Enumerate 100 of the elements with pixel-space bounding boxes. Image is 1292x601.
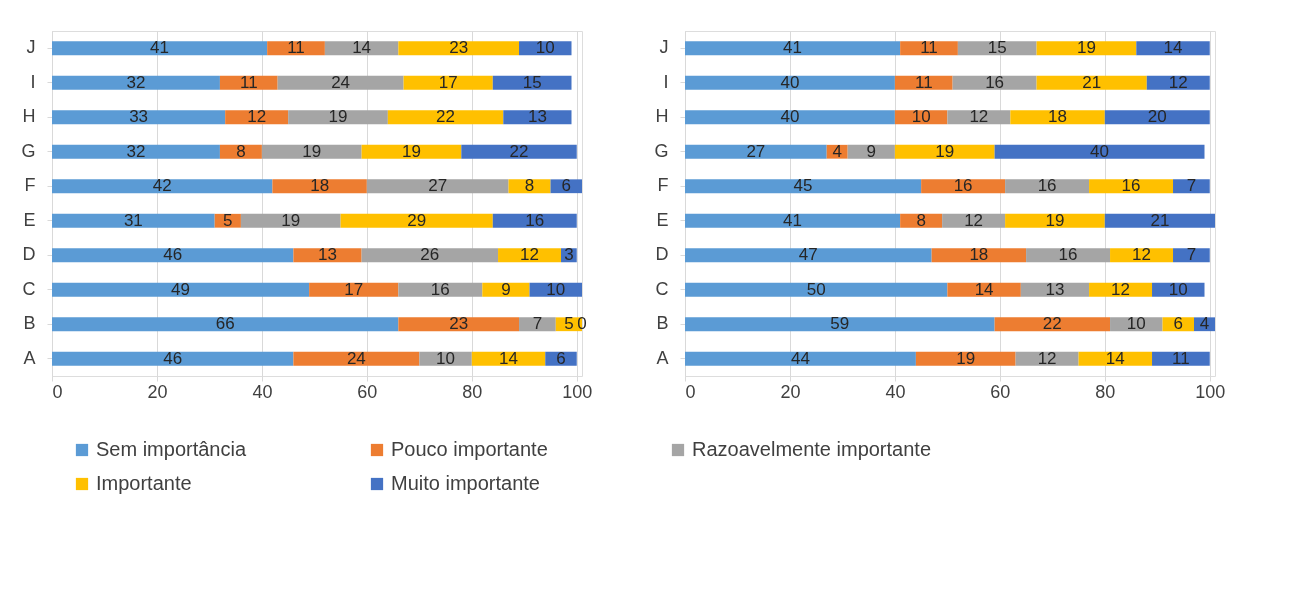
bar: [1036, 41, 1137, 56]
bar: [952, 75, 1037, 90]
data-label: 12: [1111, 279, 1131, 299]
data-label: 8: [524, 176, 535, 196]
bar: [1005, 213, 1105, 228]
data-label: 41: [783, 38, 803, 58]
data-label: 7: [532, 314, 543, 334]
data-label: 13: [318, 245, 337, 265]
bar: [685, 282, 948, 297]
bar: [52, 144, 220, 159]
data-label: 19: [935, 141, 955, 161]
data-label: 19: [1076, 38, 1096, 58]
bar: [288, 110, 388, 125]
y-tick-label: F: [657, 175, 669, 196]
bar: [261, 144, 362, 159]
data-label: 14: [352, 38, 372, 58]
x-tick-label: 60: [990, 381, 1011, 402]
x-tick-label: 20: [780, 381, 801, 402]
bar: [1104, 213, 1215, 228]
bar: [1036, 75, 1147, 90]
x-tick-label: 60: [357, 381, 378, 402]
legend-label: Sem importância: [96, 438, 247, 460]
bar: [1005, 179, 1090, 194]
data-label: 8: [236, 141, 246, 161]
bar: [309, 282, 399, 297]
data-label: 11: [914, 72, 933, 92]
y-tick-label: I: [663, 71, 669, 92]
y-tick-label: F: [24, 175, 36, 196]
bar: [366, 179, 509, 194]
bar: [685, 41, 901, 56]
data-label: 49: [171, 279, 191, 299]
data-label: 4: [832, 141, 842, 161]
data-label: 18: [969, 245, 989, 265]
x-tick-label: 40: [252, 381, 273, 402]
data-label: 11: [287, 38, 305, 58]
data-label: 19: [328, 107, 348, 127]
bar: [1010, 110, 1105, 125]
data-label: 6: [561, 176, 571, 196]
bar: [52, 75, 220, 90]
data-label: 16: [985, 72, 1005, 92]
data-label: 44: [790, 348, 810, 368]
bar: [471, 351, 546, 366]
data-label: 23: [449, 38, 469, 58]
bar: [398, 282, 483, 297]
data-label: 5: [564, 314, 574, 334]
x-tick-label: 20: [147, 381, 168, 402]
data-label: 16: [1037, 176, 1057, 196]
y-tick-label: J: [659, 37, 669, 58]
data-label: 59: [830, 314, 850, 334]
bar: [340, 213, 493, 228]
data-label: 8: [916, 210, 926, 230]
data-label: 12: [520, 245, 539, 265]
data-label: 12: [1132, 245, 1151, 265]
data-label: 7: [1186, 176, 1197, 196]
data-label: 14: [499, 348, 518, 368]
bar: [240, 213, 341, 228]
data-label: 14: [974, 279, 994, 299]
bar: [685, 351, 916, 366]
y-tick-label: B: [23, 313, 36, 334]
data-label: 22: [509, 141, 529, 161]
bar: [272, 179, 367, 194]
data-label: 13: [527, 107, 547, 127]
bar: [685, 179, 922, 194]
y-tick-label: D: [22, 244, 36, 265]
x-tick-label: 100: [1195, 381, 1226, 402]
data-label: 66: [215, 314, 235, 334]
data-label: 16: [953, 176, 973, 196]
y-tick-label: G: [21, 140, 36, 161]
data-label: 46: [163, 245, 183, 265]
data-label: 11: [920, 38, 938, 58]
bar: [931, 248, 1027, 263]
bar: [503, 110, 572, 125]
bar: [398, 41, 520, 56]
bar: [957, 41, 1037, 56]
data-label: 10: [436, 348, 456, 368]
data-label: 9: [866, 141, 877, 161]
bar: [52, 248, 294, 263]
bar: [1104, 110, 1210, 125]
bar: [1078, 351, 1153, 366]
y-tick-label: H: [22, 106, 36, 127]
bar: [1173, 179, 1210, 194]
data-label: 19: [302, 141, 322, 161]
data-label: 24: [331, 72, 351, 92]
data-label: 9: [501, 279, 511, 299]
data-label: 6: [1173, 314, 1183, 334]
y-tick-label: H: [655, 106, 669, 127]
y-tick-label: I: [30, 71, 36, 92]
data-label: 10: [911, 107, 931, 127]
legend-label: Pouco importante: [391, 438, 548, 460]
x-tick-label: 100: [562, 381, 593, 402]
data-label: 19: [281, 210, 301, 230]
bar: [293, 351, 420, 366]
data-label: 19: [1045, 210, 1065, 230]
data-label: 27: [428, 176, 448, 196]
data-label: 20: [1147, 107, 1167, 127]
data-label: 18: [310, 176, 330, 196]
bar: [685, 213, 901, 228]
bar: [685, 144, 827, 159]
data-label: 16: [1058, 245, 1078, 265]
data-label: 19: [956, 348, 976, 368]
